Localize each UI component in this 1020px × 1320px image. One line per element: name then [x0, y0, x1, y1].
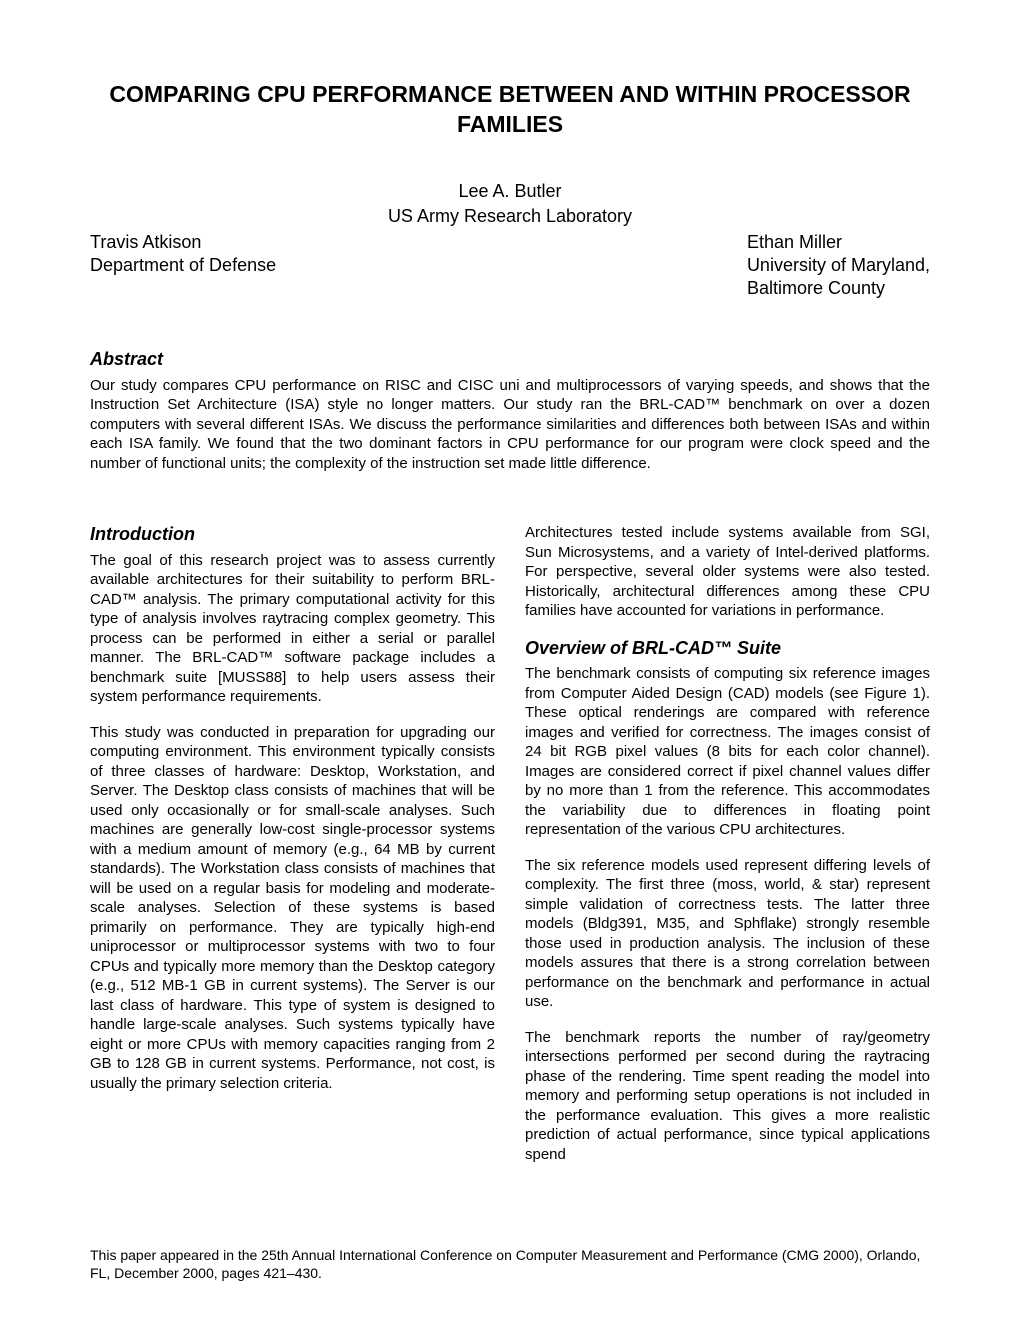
abstract-heading: Abstract	[90, 349, 930, 370]
author-left-block: Travis Atkison Department of Defense	[90, 231, 276, 301]
main-author-affiliation: US Army Research Laboratory	[90, 205, 930, 228]
main-author-name: Lee A. Butler	[90, 180, 930, 203]
introduction-heading: Introduction	[90, 523, 495, 546]
footer-citation: This paper appeared in the 25th Annual I…	[90, 1246, 930, 1282]
right-paragraph-4: The benchmark reports the number of ray/…	[525, 1028, 930, 1165]
page-title: COMPARING CPU PERFORMANCE BETWEEN AND WI…	[90, 80, 930, 140]
author-left-name: Travis Atkison	[90, 231, 276, 254]
author-right-block: Ethan Miller University of Maryland, Bal…	[747, 231, 930, 301]
abstract-text: Our study compares CPU performance on RI…	[90, 376, 930, 474]
body-columns: Introduction The goal of this research p…	[90, 523, 930, 1180]
author-right-affiliation-2: Baltimore County	[747, 277, 930, 300]
authors-row: Travis Atkison Department of Defense Eth…	[90, 231, 930, 301]
intro-paragraph-2: This study was conducted in preparation …	[90, 723, 495, 1094]
overview-heading: Overview of BRL-CAD™ Suite	[525, 637, 930, 660]
paper-page: COMPARING CPU PERFORMANCE BETWEEN AND WI…	[0, 0, 1020, 1320]
author-left-affiliation: Department of Defense	[90, 254, 276, 277]
right-paragraph-3: The six reference models used represent …	[525, 856, 930, 1012]
left-column: Introduction The goal of this research p…	[90, 523, 495, 1180]
author-right-affiliation-1: University of Maryland,	[747, 254, 930, 277]
intro-paragraph-1: The goal of this research project was to…	[90, 551, 495, 707]
right-paragraph-2: The benchmark consists of computing six …	[525, 664, 930, 840]
right-column: Architectures tested include systems ava…	[525, 523, 930, 1180]
author-right-name: Ethan Miller	[747, 231, 930, 254]
right-paragraph-1: Architectures tested include systems ava…	[525, 523, 930, 621]
